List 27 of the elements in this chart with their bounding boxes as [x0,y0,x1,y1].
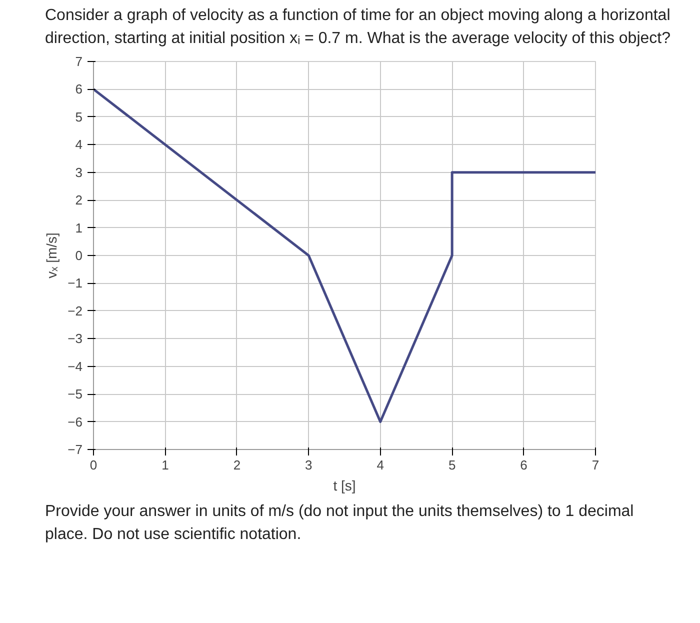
y-tick-label: −3 [68,330,83,346]
x-tick-label: 3 [305,457,312,472]
x-tick-label: 6 [520,457,528,472]
y-tick-label: −4 [68,358,83,374]
y-tick-label: −7 [68,442,83,457]
x-tick-label: 0 [90,457,98,472]
y-tick-label: 6 [75,81,83,96]
x-tick-label: 7 [592,457,600,472]
chart-title: Consider a graph of velocity as a function of time for an object moving along a horizontal direction, starting at initial position xᵢ = 0.7 m. What is the average velocity of this object? [45,6,672,49]
x-tick-label: 4 [376,457,384,472]
y-tick-label: 4 [75,136,83,152]
y-tick-label: −5 [68,386,83,402]
y-tick-label: −6 [68,414,83,429]
y-tick-label: 5 [75,109,83,124]
y-axis-title: vₓ [m/s] [44,232,60,278]
x-axis-title: t [s] [333,477,356,494]
y-tick-label: −2 [68,303,83,318]
x-tick-label: 5 [448,457,456,472]
text: Provide your answer in units of m/s (do not input the units themselves) to 1 decimal place. Do not use scientific notation. [45,502,635,545]
x-tick-label: 2 [233,457,241,472]
y-tick-label: 7 [75,54,83,69]
y-tick-label: −1 [68,275,83,290]
y-tick-label: 2 [75,192,83,208]
y-tick-label: 0 [75,248,83,263]
y-tick-label: 3 [75,164,83,180]
x-tick-label: 1 [162,457,169,472]
y-tick-label: 1 [75,220,83,235]
